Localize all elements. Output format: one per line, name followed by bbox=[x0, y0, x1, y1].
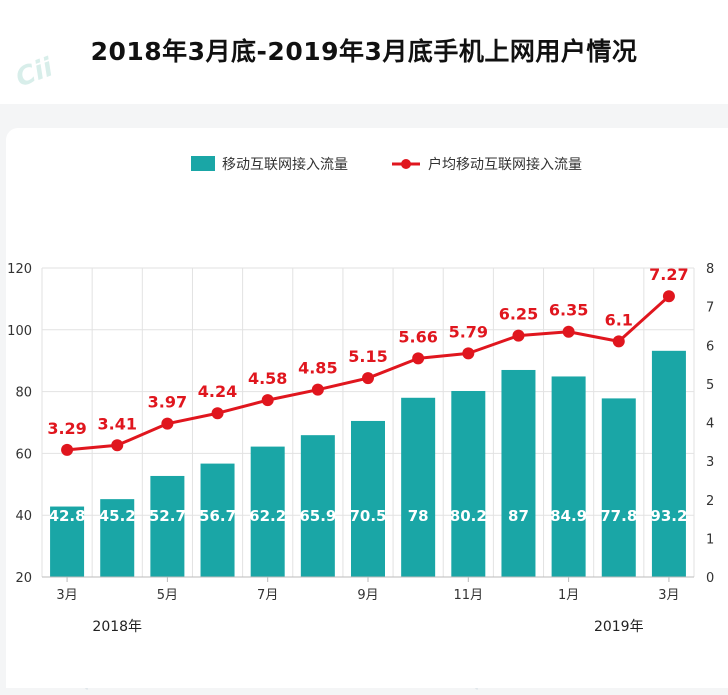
line-value-label: 4.58 bbox=[248, 369, 287, 388]
bar bbox=[250, 446, 285, 577]
line-value-label: 6.35 bbox=[549, 301, 588, 320]
y-left-tick-label: 80 bbox=[15, 386, 32, 401]
chart-card: 42.8 45.2 52.7 56.7 62.2 65.9 70.5 78 80.2 87 84.9… bbox=[6, 128, 728, 688]
y-right-tick-label: 0 bbox=[706, 571, 714, 586]
line-point bbox=[412, 352, 425, 365]
y-left-tick-label: 100 bbox=[7, 324, 32, 339]
year-label: 2019年 bbox=[594, 619, 644, 635]
bar bbox=[651, 350, 686, 577]
bar bbox=[501, 369, 536, 577]
bar bbox=[300, 435, 335, 577]
line-point bbox=[462, 347, 475, 360]
year-label: 2018年 bbox=[92, 619, 142, 635]
line-point bbox=[562, 325, 575, 338]
bar bbox=[551, 376, 586, 577]
bar-value-label: 56.7 bbox=[199, 507, 236, 525]
x-tick-label: 7月 bbox=[257, 588, 278, 603]
bar-value-label: 62.2 bbox=[249, 507, 286, 525]
line-point bbox=[111, 439, 124, 452]
line-point bbox=[362, 372, 374, 385]
bar bbox=[50, 506, 85, 577]
y-right-tick-label: 3 bbox=[706, 455, 714, 470]
y-left-tick-label: 20 bbox=[15, 571, 32, 586]
legend-label-line: 户均移动互联网接入流量 bbox=[428, 156, 582, 173]
line-series bbox=[61, 290, 675, 456]
line-value-label: 5.79 bbox=[449, 322, 488, 341]
line-value-label: 5.66 bbox=[398, 327, 437, 346]
x-tick-label: 11月 bbox=[454, 588, 484, 603]
bar-series bbox=[50, 350, 686, 577]
x-tick-label: 3月 bbox=[56, 588, 77, 603]
bar-value-label: 77.8 bbox=[600, 507, 637, 525]
y-right-tick-label: 6 bbox=[706, 339, 714, 354]
bar-value-label: 65.9 bbox=[299, 507, 336, 525]
combo-chart: 42.8 45.2 52.7 56.7 62.2 65.9 70.5 78 80.2 87 84.9… bbox=[7, 156, 714, 635]
page-title: 2018年3月底-2019年3月底手机上网用户情况 bbox=[90, 37, 638, 66]
bar-value-label: 45.2 bbox=[99, 507, 136, 525]
y-right-tick-label: 5 bbox=[706, 378, 714, 393]
line-point bbox=[311, 383, 324, 396]
title-bar: 2018年3月底-2019年3月底手机上网用户情况 bbox=[0, 0, 728, 104]
line-point bbox=[61, 443, 74, 456]
line-point bbox=[512, 329, 525, 342]
line-value-label: 3.29 bbox=[47, 419, 86, 438]
line-value-label: 4.85 bbox=[298, 359, 337, 378]
grid-lines bbox=[41, 267, 695, 578]
y-right-tick-label: 1 bbox=[706, 532, 714, 547]
y-left-tick-label: 120 bbox=[7, 262, 32, 277]
bar bbox=[150, 475, 185, 577]
legend-label-bar: 移动互联网接入流量 bbox=[222, 156, 348, 173]
y-right-tick-label: 7 bbox=[706, 301, 714, 316]
line-value-label: 5.15 bbox=[348, 347, 387, 366]
line-value-label: 6.25 bbox=[499, 305, 538, 324]
line-point bbox=[261, 394, 274, 407]
x-tick-label: 3月 bbox=[658, 588, 679, 603]
line-point bbox=[662, 290, 675, 303]
line-value-label: 6.1 bbox=[605, 310, 633, 329]
data-labels: 42.8 45.2 52.7 56.7 62.2 65.9 70.5 78 80.2 87 84.9… bbox=[47, 265, 688, 525]
bar-value-label: 42.8 bbox=[49, 507, 86, 525]
legend-swatch-bar bbox=[191, 156, 215, 171]
bar-value-label: 93.2 bbox=[650, 507, 687, 525]
bar bbox=[351, 420, 385, 577]
line-point bbox=[612, 335, 625, 348]
x-tick-label: 5月 bbox=[157, 588, 178, 603]
y-right-tick-label: 4 bbox=[706, 417, 714, 432]
bar bbox=[451, 390, 486, 577]
bar bbox=[601, 398, 636, 577]
bar-value-label: 87 bbox=[508, 507, 529, 525]
line-point bbox=[161, 417, 174, 430]
bar bbox=[100, 499, 135, 577]
line-value-label: 4.24 bbox=[198, 382, 237, 401]
x-tick-label: 1月 bbox=[558, 588, 579, 603]
legend: 移动互联网接入流量 户均移动互联网接入流量 bbox=[191, 156, 582, 173]
line-point bbox=[211, 407, 224, 420]
legend-marker-line bbox=[401, 159, 411, 169]
bar-value-label: 70.5 bbox=[349, 507, 386, 525]
line-value-label: 3.97 bbox=[148, 393, 187, 412]
y-right-tick-label: 2 bbox=[706, 494, 714, 509]
y-left-tick-label: 60 bbox=[15, 447, 32, 462]
bar-value-label: 80.2 bbox=[450, 507, 487, 525]
bar-value-label: 78 bbox=[408, 507, 429, 525]
bar bbox=[200, 463, 235, 577]
y-left-tick-label: 40 bbox=[15, 509, 32, 524]
line-value-label: 3.41 bbox=[97, 414, 136, 433]
bar-value-label: 84.9 bbox=[550, 507, 587, 525]
bar-value-label: 52.7 bbox=[149, 507, 186, 525]
x-tick-label: 9月 bbox=[357, 588, 378, 603]
line-value-label: 7.27 bbox=[649, 265, 688, 284]
bar bbox=[401, 397, 436, 577]
y-right-tick-label: 8 bbox=[706, 262, 714, 277]
